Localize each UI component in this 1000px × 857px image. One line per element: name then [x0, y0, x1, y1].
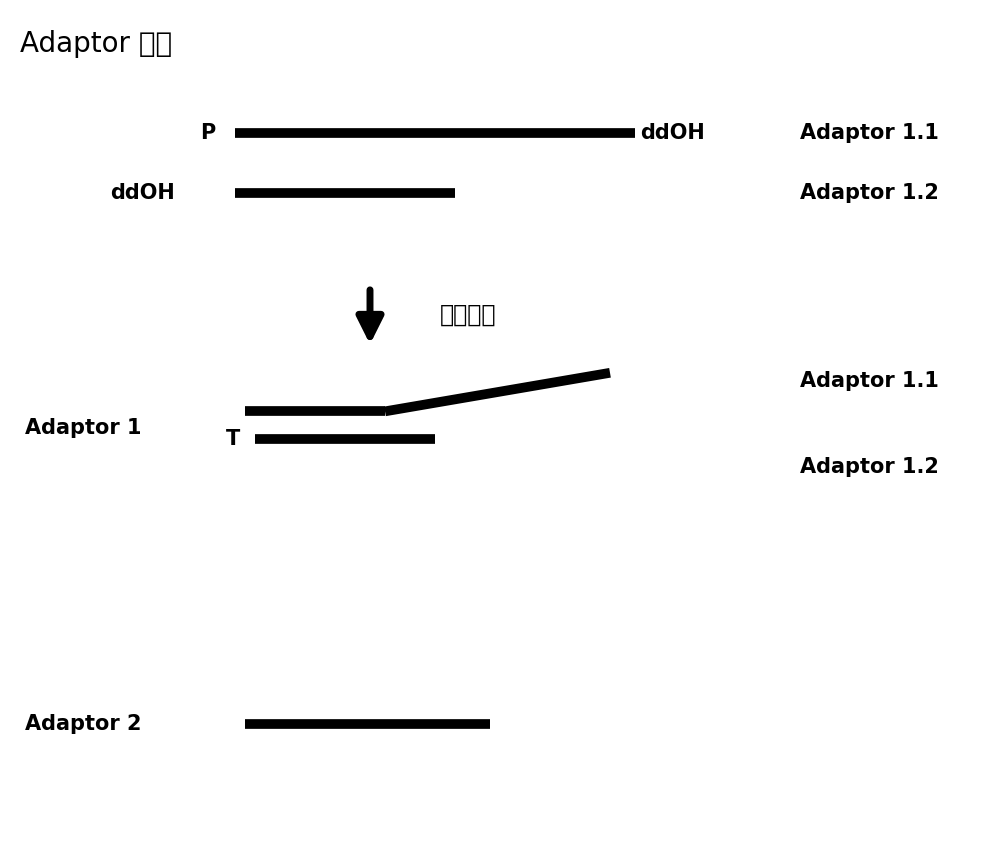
Text: Adaptor 设计: Adaptor 设计: [20, 30, 172, 58]
Text: T: T: [226, 428, 240, 449]
Text: ddOH: ddOH: [640, 123, 705, 143]
Text: 退火处理: 退火处理: [440, 303, 496, 327]
Text: Adaptor 1.1: Adaptor 1.1: [800, 123, 939, 143]
Text: Adaptor 1: Adaptor 1: [25, 418, 142, 439]
Text: Adaptor 1.2: Adaptor 1.2: [800, 183, 939, 203]
Text: Adaptor 2: Adaptor 2: [25, 714, 142, 734]
Text: P: P: [200, 123, 215, 143]
Text: ddOH: ddOH: [110, 183, 175, 203]
Text: Adaptor 1.1: Adaptor 1.1: [800, 371, 939, 392]
Text: Adaptor 1.2: Adaptor 1.2: [800, 457, 939, 477]
